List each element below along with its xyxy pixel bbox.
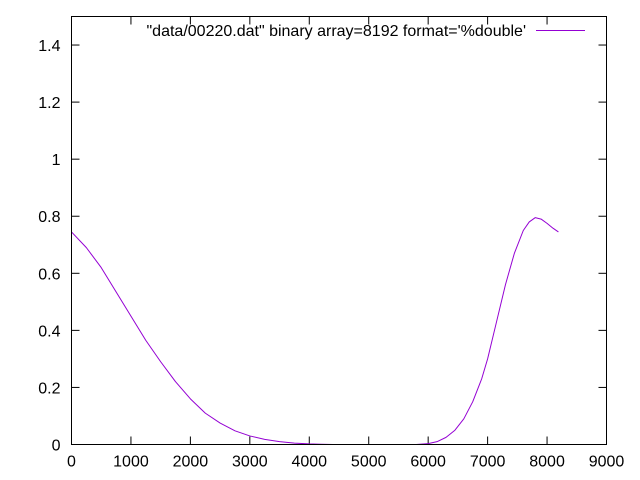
x-tick-label: 9000 (589, 454, 625, 471)
y-tick-label: 0 (52, 438, 61, 455)
legend-label: "data/00220.dat" binary array=8192 forma… (147, 23, 527, 40)
y-tick-label: 1.2 (38, 95, 60, 112)
x-tick-label: 3000 (232, 454, 268, 471)
x-tick-label: 4000 (291, 454, 327, 471)
tick-marks (71, 16, 607, 445)
series-lines (71, 217, 559, 445)
y-tick-label: 0.6 (38, 266, 60, 283)
x-tick-label: 6000 (410, 454, 446, 471)
y-tick-label: 1 (52, 152, 61, 169)
x-tick-label: 0 (67, 454, 76, 471)
x-tick-label: 7000 (470, 454, 506, 471)
plot-area-border (71, 16, 607, 445)
y-tick-labels: 0 0.2 0.4 0.6 0.8 1 1.2 1.4 (38, 38, 60, 454)
x-tick-labels: 0 1000 2000 3000 4000 5000 6000 7000 8000 9000 (67, 454, 624, 471)
x-tick-label: 2000 (173, 454, 209, 471)
series-line (71, 217, 559, 445)
y-tick-label: 1.4 (38, 38, 60, 55)
y-tick-label: 0.2 (38, 380, 60, 397)
x-tick-label: 1000 (113, 454, 149, 471)
y-tick-label: 0.8 (38, 209, 60, 226)
x-tick-label: 8000 (529, 454, 565, 471)
y-tick-label: 0.4 (38, 323, 60, 340)
x-tick-label: 5000 (351, 454, 387, 471)
legend: "data/00220.dat" binary array=8192 forma… (147, 23, 585, 40)
